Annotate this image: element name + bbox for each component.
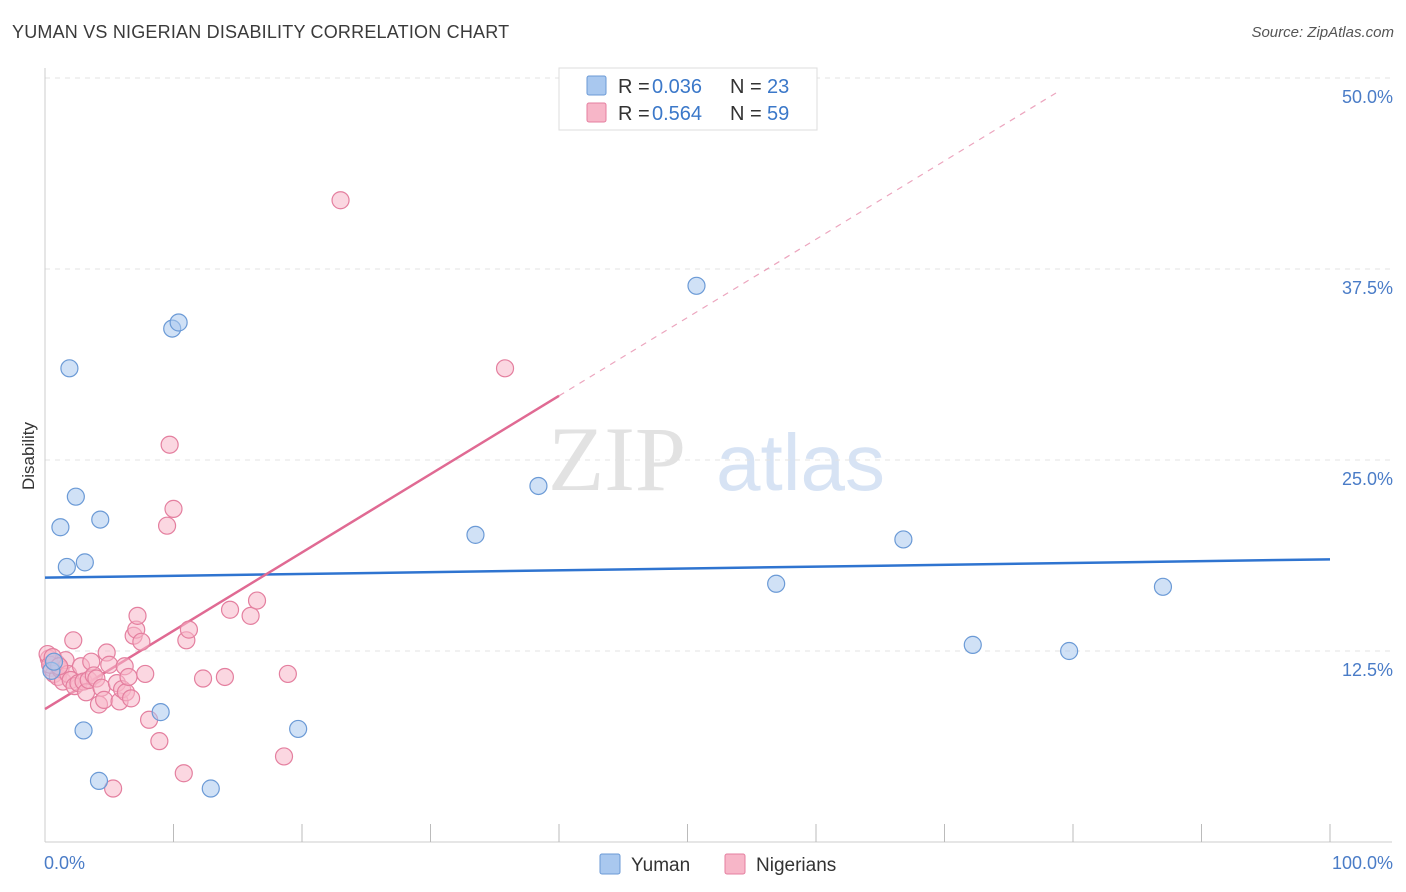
point-nigerians-41	[160, 435, 179, 454]
point-yuman-17	[687, 276, 706, 295]
point-nigerians-46	[193, 669, 213, 688]
point-yuman-4	[60, 359, 79, 378]
point-nigerians-40	[157, 516, 177, 535]
bottom-legend: Yuman Nigerians	[599, 853, 836, 876]
y-tick-label-0: 12.5%	[1342, 660, 1393, 680]
trend-lines	[44, 89, 1331, 711]
watermark-zip: ZIP	[548, 408, 686, 510]
point-yuman-5	[66, 487, 85, 506]
y-tick-labels: 12.5% 25.0% 37.5% 50.0%	[1342, 87, 1393, 680]
point-nigerians-35	[128, 606, 147, 625]
x-tick-labels: 0.0% 100.0%	[44, 853, 1393, 873]
y-tick-label-3: 50.0%	[1342, 87, 1393, 107]
source-label: Source: ZipAtlas.com	[1251, 24, 1394, 41]
point-nigerians-54	[495, 359, 515, 378]
point-nigerians-50	[247, 591, 267, 610]
point-nigerians-49	[241, 606, 260, 625]
point-nigerians-24	[100, 655, 119, 674]
point-nigerians-36	[132, 632, 151, 651]
trend-line-yuman	[44, 558, 1331, 579]
point-yuman-14	[289, 719, 308, 739]
point-yuman-12	[151, 703, 170, 722]
point-yuman-8	[91, 510, 110, 529]
legend-n-value-yuman: 23	[767, 76, 789, 98]
top-legend: R = 0.036 N = 23 R = 0.564 N = 59	[558, 67, 818, 131]
point-yuman-11	[169, 313, 188, 332]
point-yuman-1	[44, 652, 64, 671]
axes	[44, 68, 1392, 843]
point-yuman-22	[1153, 577, 1173, 596]
point-nigerians-32	[121, 689, 141, 708]
grid-lines	[45, 77, 1392, 652]
point-yuman-6	[75, 553, 94, 572]
x-tick-label-max: 100.0%	[1332, 853, 1393, 873]
point-yuman-3	[57, 557, 76, 577]
point-yuman-13	[201, 779, 220, 798]
point-yuman-18	[767, 574, 786, 593]
legend-n-label: N =	[730, 103, 762, 125]
legend-swatch-yuman	[586, 75, 607, 96]
bottom-legend-label-nigerians: Nigerians	[756, 855, 836, 876]
point-yuman-19	[894, 530, 913, 549]
watermark-atlas: atlas	[716, 418, 885, 507]
point-nigerians-22	[95, 690, 114, 709]
point-nigerians-45	[179, 620, 199, 639]
point-yuman-15	[466, 525, 485, 544]
watermark: ZIP atlas	[548, 408, 885, 510]
data-points	[38, 191, 1173, 798]
point-nigerians-42	[164, 499, 183, 518]
point-yuman-9	[89, 771, 109, 790]
x-tick-label-min: 0.0%	[44, 853, 85, 873]
bottom-legend-swatch-nigerians	[724, 853, 746, 875]
point-yuman-21	[1060, 641, 1079, 661]
y-axis-title: Disability	[19, 421, 38, 490]
legend-r-value-nigerians: 0.564	[652, 103, 702, 125]
point-nigerians-51	[274, 747, 294, 766]
legend-n-value-nigerians: 59	[767, 103, 789, 125]
point-nigerians-53	[331, 191, 350, 210]
legend-n-label: N =	[730, 76, 762, 98]
point-nigerians-37	[136, 664, 155, 684]
bottom-legend-label-yuman: Yuman	[631, 855, 690, 876]
legend-r-label: R =	[618, 76, 650, 98]
point-nigerians-10	[64, 631, 83, 650]
point-nigerians-47	[215, 667, 234, 687]
y-tick-label-2: 37.5%	[1342, 278, 1393, 298]
trend-line-nigerians	[44, 394, 560, 711]
point-yuman-2	[51, 518, 70, 537]
point-nigerians-48	[220, 600, 240, 619]
point-yuman-20	[963, 635, 982, 654]
legend-r-label: R =	[618, 103, 650, 125]
bottom-legend-swatch-yuman	[599, 853, 621, 875]
legend-swatch-nigerians	[586, 102, 607, 123]
trend-line-ext-nigerians	[558, 89, 1061, 397]
point-nigerians-39	[150, 732, 169, 751]
point-nigerians-52	[278, 664, 297, 684]
point-nigerians-43	[174, 764, 193, 783]
point-nigerians-31	[119, 667, 138, 687]
legend-r-value-yuman: 0.036	[652, 76, 702, 98]
point-yuman-7	[74, 721, 93, 740]
chart-title: YUMAN VS NIGERIAN DISABILITY CORRELATION…	[12, 22, 510, 42]
point-nigerians-25	[104, 779, 123, 798]
y-tick-label-1: 25.0%	[1342, 469, 1393, 489]
point-yuman-16	[529, 476, 548, 496]
